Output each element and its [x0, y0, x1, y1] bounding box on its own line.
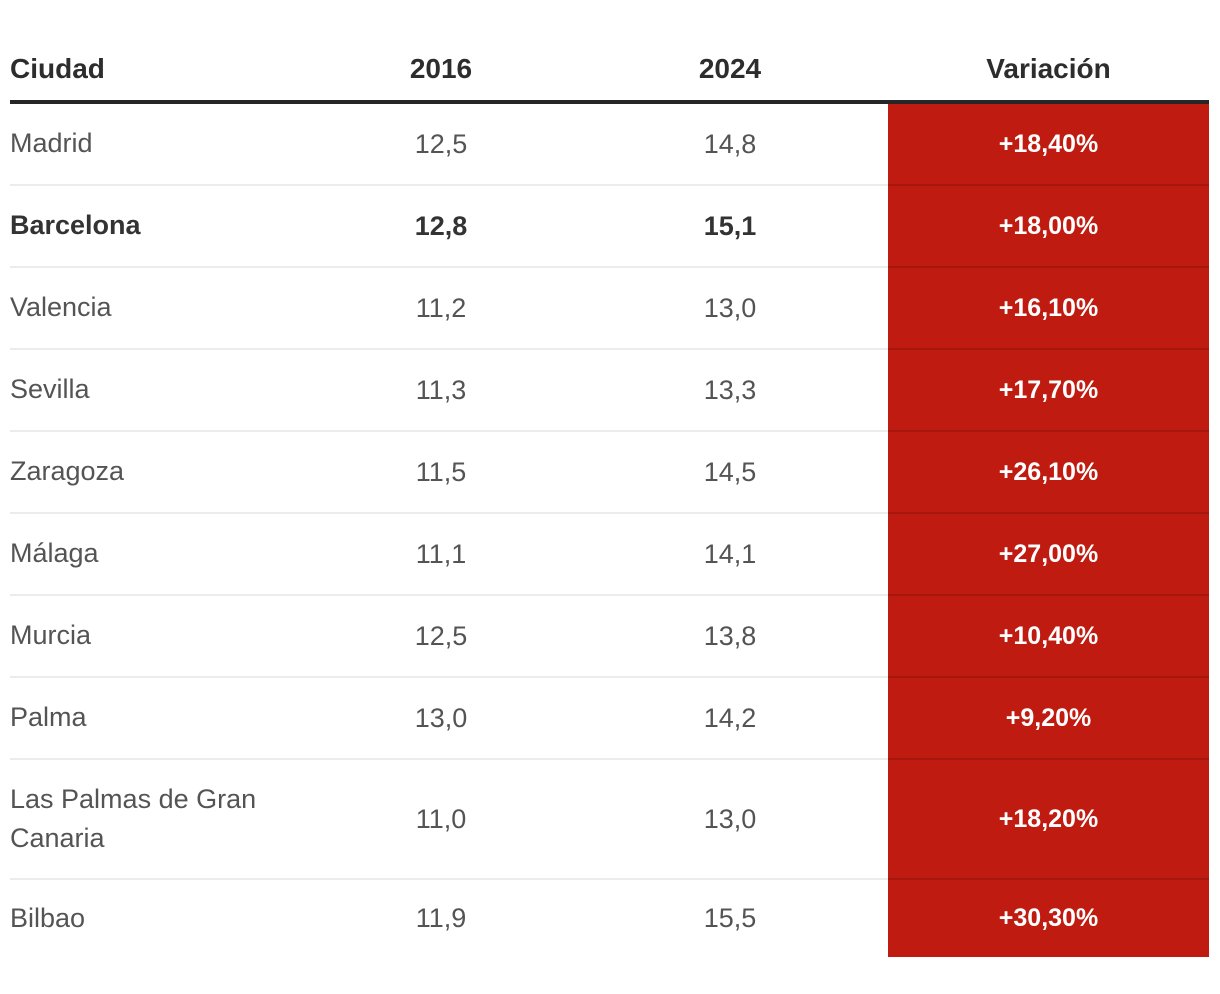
value-2016-cell: 13,0 — [310, 676, 572, 759]
table-row: Palma 13,0 14,2 +9,20% — [10, 676, 1209, 759]
city-cell: Barcelona — [10, 184, 310, 267]
variation-cell: +18,40% — [888, 102, 1209, 185]
table-row: Barcelona 12,8 15,1 +18,00% — [10, 184, 1209, 267]
table-body: Madrid 12,5 14,8 +18,40% Barcelona 12,8 … — [10, 102, 1209, 957]
city-cell: Zaragoza — [10, 430, 310, 513]
value-2024-cell: 14,8 — [703, 128, 757, 159]
city-cell: Valencia — [10, 266, 310, 349]
value-2024-cell: 13,0 — [572, 266, 888, 349]
value-2024-cell: 14,1 — [572, 512, 888, 595]
value-2016-cell: 11,1 — [310, 512, 572, 595]
column-header-2024: 2024 — [572, 38, 888, 104]
table-row: Murcia 12,5 13,8 +10,40% — [10, 594, 1209, 677]
city-cell: Palma — [10, 676, 310, 759]
table-page: Ciudad 2016 2024 Variación Madrid 12,5 1… — [10, 38, 1209, 957]
variation-cell: +26,10% — [888, 430, 1209, 513]
table-row: Valencia 11,2 13,0 +16,10% — [10, 266, 1209, 349]
value-2016-cell: 11,2 — [310, 266, 572, 349]
table-row: Las Palmas de Gran Canaria 11,0 13,0 +18… — [10, 758, 1209, 879]
value-2016-cell: 12,5 — [414, 128, 468, 159]
value-2024-cell: 14,2 — [572, 676, 888, 759]
table-row: Bilbao 11,9 15,5 +30,30% — [10, 878, 1209, 957]
header-row: Ciudad 2016 2024 Variación — [10, 38, 1209, 104]
value-2024-cell: 13,8 — [572, 594, 888, 677]
column-header-variacion: Variación — [888, 38, 1209, 104]
value-2016-cell: 12,8 — [310, 184, 572, 267]
variation-cell: +27,00% — [888, 512, 1209, 595]
column-header-2016: 2016 — [310, 38, 572, 104]
variation-cell: +30,30% — [888, 878, 1209, 957]
table-row: Zaragoza 11,5 14,5 +26,10% — [10, 430, 1209, 513]
city-cell: Murcia — [10, 594, 310, 677]
value-2024-cell: 14,5 — [572, 430, 888, 513]
city-cell: Las Palmas de Gran Canaria — [10, 758, 310, 879]
value-2024-cell: 15,5 — [572, 878, 888, 957]
variation-cell: +18,00% — [888, 184, 1209, 267]
value-2016-cell: 11,5 — [310, 430, 572, 513]
variation-cell: +17,70% — [888, 348, 1209, 431]
value-2024-cell: 13,3 — [572, 348, 888, 431]
table-row: Málaga 11,1 14,1 +27,00% — [10, 512, 1209, 595]
table-row: Madrid 12,5 14,8 +18,40% — [10, 102, 1209, 185]
city-cell: Málaga — [10, 512, 310, 595]
value-2016-cell: 11,9 — [310, 878, 572, 957]
column-header-ciudad: Ciudad — [10, 38, 310, 104]
city-cell: Bilbao — [10, 878, 310, 957]
value-2016-cell: 11,3 — [310, 348, 572, 431]
variation-cell: +18,20% — [888, 758, 1209, 879]
table-row: Sevilla 11,3 13,3 +17,70% — [10, 348, 1209, 431]
city-cell: Sevilla — [10, 348, 310, 431]
value-2016-cell: 12,5 — [310, 594, 572, 677]
value-2024-cell: 13,0 — [572, 758, 888, 879]
data-table: Ciudad 2016 2024 Variación Madrid 12,5 1… — [10, 38, 1209, 957]
variation-cell: +10,40% — [888, 594, 1209, 677]
variation-cell: +9,20% — [888, 676, 1209, 759]
value-2024-cell: 15,1 — [572, 184, 888, 267]
city-cell: Madrid — [10, 128, 93, 159]
value-2016-cell: 11,0 — [310, 758, 572, 879]
variation-cell: +16,10% — [888, 266, 1209, 349]
